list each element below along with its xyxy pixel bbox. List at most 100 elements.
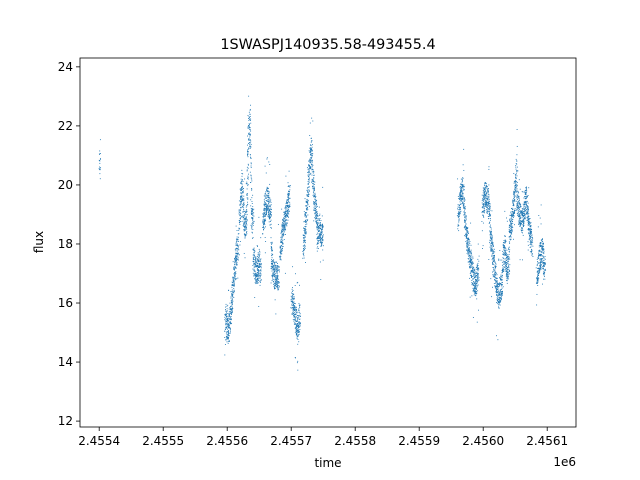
data-point: [473, 290, 474, 292]
data-point: [512, 193, 514, 195]
data-point: [262, 220, 264, 222]
data-point: [254, 263, 256, 265]
data-point: [319, 225, 321, 227]
data-point: [543, 261, 545, 263]
data-point: [306, 209, 308, 210]
data-point: [231, 299, 233, 301]
data-point: [255, 281, 257, 283]
data-point: [490, 278, 492, 280]
data-point: [506, 282, 508, 284]
data-point: [542, 268, 544, 270]
data-point: [322, 259, 324, 261]
data-point: [505, 255, 507, 256]
data-point: [516, 163, 518, 165]
data-point: [506, 267, 508, 269]
data-point: [300, 316, 301, 317]
data-point: [321, 241, 323, 243]
data-point: [542, 248, 544, 250]
data-point: [509, 270, 511, 271]
data-point: [492, 258, 494, 259]
data-point: [247, 167, 249, 169]
chart-title: 1SWASPJ140935.58-493455.4: [220, 37, 435, 53]
data-point: [530, 225, 532, 226]
data-point: [298, 321, 300, 323]
data-point: [497, 303, 499, 305]
data-point: [529, 242, 531, 244]
data-point: [258, 277, 260, 279]
data-point: [280, 249, 282, 251]
data-point: [228, 337, 230, 339]
data-point: [259, 275, 261, 277]
data-point: [496, 289, 497, 291]
data-point: [459, 214, 461, 216]
data-point: [318, 237, 320, 239]
data-point: [297, 334, 299, 336]
data-point: [471, 282, 473, 284]
data-point: [488, 196, 489, 198]
data-point: [524, 218, 526, 220]
data-point: [322, 226, 324, 228]
data-point: [468, 249, 470, 251]
data-point: [253, 252, 255, 254]
data-point: [485, 203, 487, 204]
data-point: [483, 210, 485, 212]
data-point: [308, 182, 310, 184]
data-point: [502, 260, 504, 262]
data-point: [236, 248, 238, 250]
data-point: [263, 210, 265, 211]
data-point: [276, 270, 278, 272]
data-point: [276, 273, 278, 274]
data-point: [515, 177, 517, 179]
data-point: [518, 222, 520, 224]
data-point: [514, 195, 516, 197]
data-point: [224, 313, 226, 315]
data-point: [524, 204, 526, 206]
data-point: [244, 225, 246, 227]
data-point: [302, 234, 304, 236]
data-point: [477, 274, 478, 276]
data-point: [243, 205, 244, 207]
data-point: [264, 252, 266, 254]
data-point: [318, 226, 320, 228]
data-point: [228, 327, 229, 329]
data-point: [274, 281, 276, 283]
data-point: [283, 224, 285, 226]
data-point: [294, 313, 295, 315]
data-point: [517, 215, 519, 217]
data-point: [251, 223, 253, 225]
data-point: [236, 230, 238, 231]
data-point: [526, 190, 528, 192]
data-point: [529, 227, 531, 229]
data-point: [488, 188, 489, 189]
data-point: [470, 256, 472, 258]
data-point: [226, 334, 228, 336]
data-point: [266, 200, 268, 202]
data-point: [246, 169, 248, 171]
data-point: [269, 205, 271, 207]
data-point: [538, 215, 540, 216]
data-point: [499, 277, 501, 278]
data-point: [489, 213, 491, 215]
data-point: [465, 226, 467, 228]
data-point: [518, 179, 520, 181]
data-point: [477, 272, 479, 274]
data-point: [253, 262, 255, 264]
data-point: [312, 180, 313, 182]
data-point: [493, 264, 495, 266]
data-point: [293, 312, 295, 314]
data-point: [496, 291, 498, 293]
data-point: [516, 207, 518, 209]
data-point: [304, 228, 305, 230]
data-point: [509, 231, 511, 233]
data-point: [492, 256, 494, 258]
data-point: [537, 274, 539, 276]
data-point: [474, 290, 476, 292]
data-point: [291, 291, 293, 292]
data-point: [311, 163, 313, 165]
data-point: [532, 245, 534, 247]
data-point: [254, 259, 256, 261]
data-point: [251, 208, 253, 209]
data-point: [282, 245, 284, 247]
data-point: [313, 181, 315, 182]
data-point: [538, 254, 540, 256]
